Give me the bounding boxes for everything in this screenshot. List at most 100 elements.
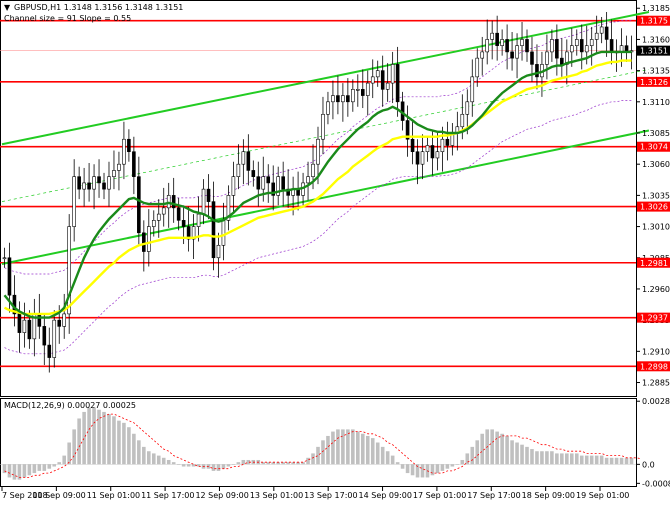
macd-histogram-bar	[500, 433, 504, 465]
level-price-badge	[637, 312, 670, 323]
candle-body	[107, 176, 111, 190]
macd-histogram-bar	[241, 459, 246, 465]
level-price-label: 1.3126	[640, 78, 668, 87]
time-tick-label: 14 Sep 09:00	[359, 491, 412, 500]
candle-body	[156, 213, 161, 221]
candle-body	[326, 101, 330, 115]
candle-body	[266, 176, 271, 184]
price-tick-label: 1.3135	[642, 67, 670, 76]
level-price-badge	[637, 201, 670, 212]
macd-histogram-bar	[306, 457, 310, 465]
macd-histogram-bar	[82, 411, 86, 465]
level-price-label: 1.2981	[640, 259, 668, 268]
time-tick-label: 19 Sep 01:00	[576, 491, 629, 500]
candle-body	[186, 226, 191, 240]
candle-body	[360, 89, 365, 96]
candle-body	[306, 176, 310, 184]
candle-body	[515, 45, 519, 59]
candle-body	[246, 151, 251, 171]
macd-histogram-bar	[72, 429, 76, 465]
macd-histogram-bar	[540, 451, 544, 465]
macd-histogram-bar	[97, 409, 101, 465]
candle-body	[569, 45, 574, 53]
macd-histogram-bar	[186, 464, 191, 467]
macd-histogram-bar	[375, 442, 380, 465]
macd-tick-label: 0.00289	[642, 397, 670, 406]
macd-panel-frame	[0, 398, 637, 487]
candle-body	[555, 39, 559, 59]
candle-body	[470, 76, 475, 103]
candle-body	[530, 51, 534, 65]
macd-histogram-bar	[510, 440, 514, 465]
macd-histogram-bar	[316, 446, 320, 465]
candle-body	[97, 176, 101, 184]
macd-histogram-bar	[430, 464, 435, 476]
macd-histogram-bar	[336, 429, 340, 465]
candle-body	[525, 39, 529, 53]
candle-body	[72, 176, 76, 227]
macd-histogram-bar	[450, 464, 455, 467]
macd-histogram-bar	[395, 462, 400, 465]
macd-histogram-bar	[137, 440, 141, 465]
macd-histogram-bar	[594, 455, 599, 465]
candle-body	[599, 26, 604, 34]
price-tick-label: 1.3010	[642, 223, 670, 232]
candle-body	[112, 170, 116, 177]
candle-body	[594, 32, 599, 40]
price-tick-label: 1.2885	[642, 379, 670, 388]
candle-body	[589, 39, 594, 46]
macd-histogram-bar	[276, 462, 280, 465]
macd-histogram-bar	[465, 453, 470, 465]
candle-body	[395, 64, 400, 103]
current-price-badge	[637, 45, 670, 56]
candle-body	[520, 39, 524, 46]
level-price-label: 1.2898	[640, 362, 668, 371]
candle-body	[281, 176, 285, 190]
macd-histogram-bar	[445, 464, 450, 469]
candle-body	[550, 39, 554, 53]
macd-histogram-bar	[609, 457, 614, 465]
candle-body	[42, 326, 47, 346]
macd-histogram-bar	[87, 407, 91, 465]
candle-body	[216, 244, 221, 259]
candle-body	[410, 138, 415, 153]
macd-histogram-bar	[385, 451, 390, 465]
time-tick-label: 11 Sep 01:00	[87, 491, 140, 500]
candle-body	[211, 201, 216, 259]
macd-axis: 0.00289 0.0 -0.00087	[636, 397, 670, 488]
macd-histogram-bar	[127, 427, 131, 465]
macd-histogram-bar	[326, 435, 330, 465]
macd-histogram-bar	[57, 462, 62, 465]
candle-body	[435, 151, 440, 159]
candle-body	[390, 64, 395, 84]
macd-histogram-bar	[341, 429, 345, 465]
macd-histogram-bar	[216, 464, 221, 471]
candle-body	[251, 170, 256, 177]
macd-histogram-bar	[181, 464, 186, 467]
macd-histogram-bar	[236, 462, 241, 465]
candle-body	[440, 138, 445, 153]
candle-body	[356, 89, 360, 91]
candle-body	[87, 182, 91, 190]
macd-histogram-bar	[490, 429, 494, 465]
candle-body	[2, 257, 7, 260]
macd-histogram-bar	[117, 420, 121, 465]
level-price-badge	[637, 257, 670, 268]
macd-histogram-bar	[147, 451, 151, 465]
candle-body	[102, 182, 106, 190]
macd-histogram-bar	[42, 464, 47, 471]
candle-body	[67, 226, 71, 315]
channel-lower-line	[1, 129, 650, 265]
macd-histogram-bar	[261, 462, 266, 465]
candle-body	[206, 188, 211, 202]
time-tick-label: 7 Sep 2018	[2, 491, 48, 500]
macd-histogram-bar	[102, 411, 106, 465]
macd-histogram-bar	[390, 455, 395, 465]
candle-body	[341, 95, 345, 103]
macd-histogram-bar	[535, 451, 539, 465]
symbol-header: GBPUSD,H1 1.3148 1.3156 1.3148 1.3151	[14, 3, 183, 12]
candle-body	[77, 176, 81, 190]
candle-body	[311, 163, 315, 177]
macd-histogram-bar	[415, 464, 420, 478]
candle-body	[485, 39, 489, 53]
